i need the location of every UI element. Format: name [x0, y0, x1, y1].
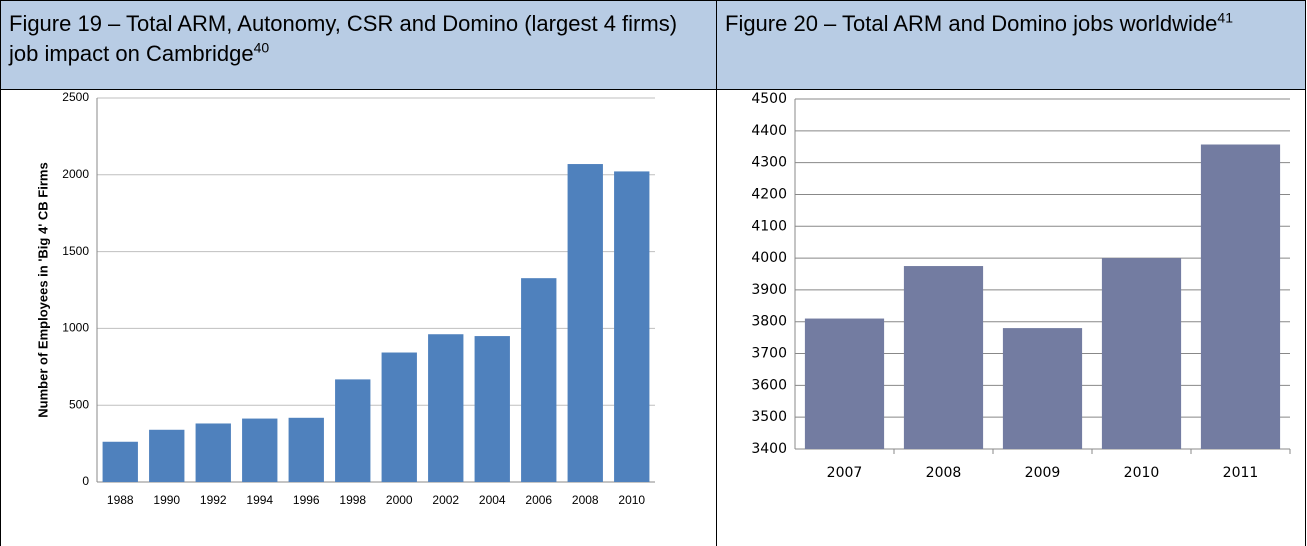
x-tick-label: 1996 — [293, 493, 320, 507]
y-tick-label: 3400 — [751, 441, 787, 457]
x-tick-label: 2007 — [827, 465, 863, 481]
x-tick-label: 2004 — [479, 493, 506, 507]
x-tick-label: 1988 — [107, 493, 134, 507]
y-tick-label: 4200 — [751, 186, 787, 202]
footnote: 40 — [253, 39, 270, 56]
y-tick-label: 4100 — [751, 218, 787, 234]
bar — [804, 318, 885, 449]
bar — [242, 418, 278, 482]
bar — [381, 352, 417, 482]
x-tick-label: 2002 — [432, 493, 459, 507]
bar — [903, 266, 984, 449]
y-tick-label: 2500 — [62, 90, 89, 104]
bar — [428, 334, 464, 482]
y-tick-label: 4000 — [751, 250, 787, 266]
bar — [614, 171, 650, 482]
y-axis-label: Number of Employees in 'Big 4' CB Firms — [35, 162, 50, 417]
bar — [567, 164, 603, 482]
x-tick-label: 2009 — [1025, 465, 1061, 481]
x-tick-label: 2010 — [618, 493, 645, 507]
y-tick-label: 3900 — [751, 282, 787, 298]
bar — [1002, 328, 1083, 449]
x-tick-label: 1998 — [339, 493, 366, 507]
y-tick-label: 4500 — [751, 91, 787, 107]
bar — [1200, 144, 1281, 449]
y-tick-label: 3600 — [751, 377, 787, 393]
bar — [288, 417, 324, 482]
figure-caption: Figure 20 – Total ARM and Domino jobs wo… — [717, 1, 1305, 89]
bar — [474, 336, 510, 482]
y-tick-label: 4400 — [751, 123, 787, 139]
x-tick-label: 2010 — [1124, 465, 1160, 481]
x-tick-label: 2008 — [572, 493, 599, 507]
bar — [335, 379, 371, 482]
x-tick-label: 1994 — [246, 493, 273, 507]
x-tick-label: 2000 — [386, 493, 413, 507]
bar — [102, 441, 138, 482]
x-tick-label: 1992 — [200, 493, 227, 507]
y-tick-label: 2000 — [62, 167, 89, 181]
footnote: 41 — [1217, 9, 1233, 26]
caption-text: Figure 19 – Total ARM, Autonomy, CSR and… — [9, 11, 678, 66]
y-tick-label: 1000 — [62, 321, 89, 335]
y-tick-label: 4300 — [751, 155, 787, 171]
y-tick-label: 3700 — [751, 346, 787, 362]
y-tick-label: 3800 — [751, 314, 787, 330]
y-tick-label: 1500 — [62, 244, 89, 258]
bar — [521, 278, 557, 482]
bar — [1101, 258, 1182, 449]
figure-caption: Figure 19 – Total ARM, Autonomy, CSR and… — [1, 1, 716, 89]
x-tick-label: 1990 — [153, 493, 180, 507]
bar — [195, 423, 231, 482]
y-tick-label: 0 — [82, 474, 89, 488]
x-tick-label: 2006 — [525, 493, 552, 507]
x-tick-label: 2008 — [926, 465, 962, 481]
bar — [149, 429, 185, 482]
x-tick-label: 2011 — [1223, 465, 1259, 481]
caption-text: Figure 20 – Total ARM and Domino jobs wo… — [725, 11, 1218, 36]
y-tick-label: 500 — [69, 397, 89, 411]
y-tick-label: 3500 — [751, 409, 787, 425]
